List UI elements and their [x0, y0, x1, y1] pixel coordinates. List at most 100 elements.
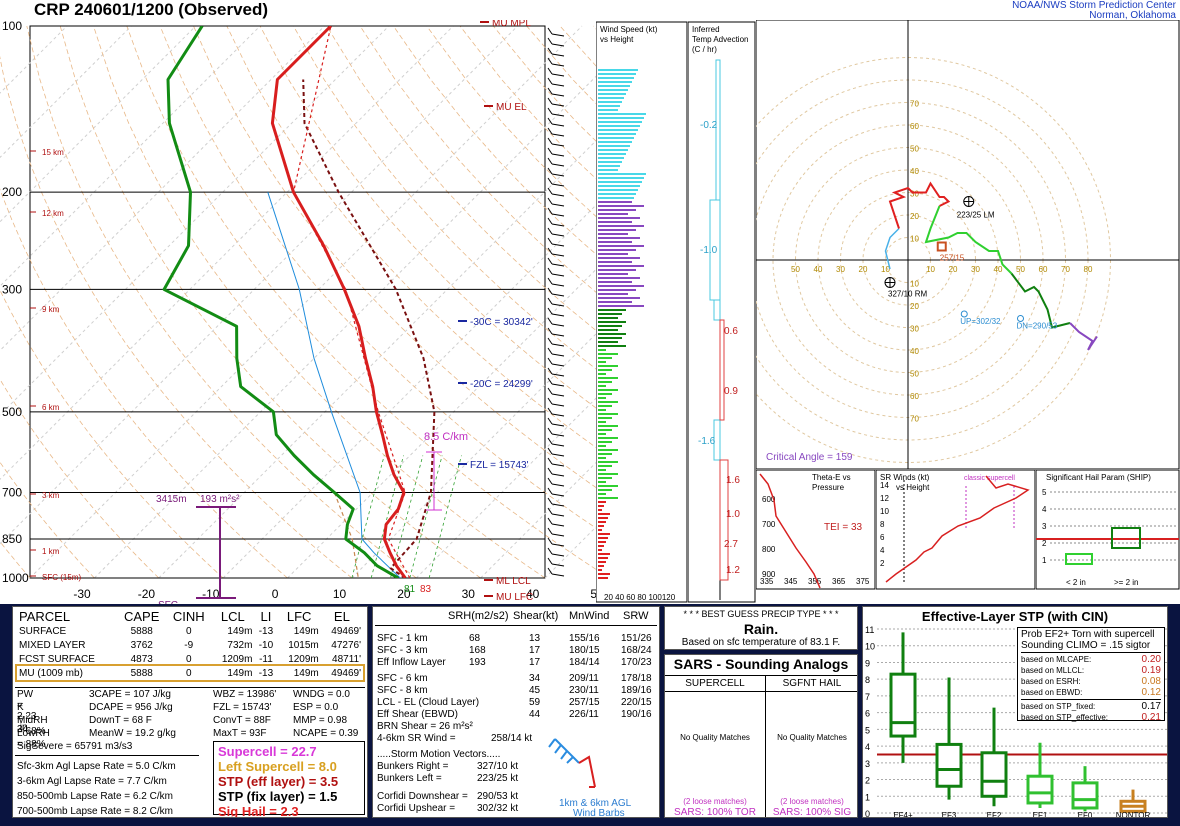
profiles-group	[162, 26, 436, 578]
wind-barb	[551, 463, 565, 467]
ship-ytick: 5	[1042, 488, 1047, 497]
divider	[375, 625, 657, 626]
srh-header: SRH(m2/s2)	[448, 610, 509, 622]
te-xtick: 375	[856, 577, 870, 586]
hodo-xlabel: 20	[859, 265, 868, 274]
divider	[665, 691, 857, 692]
table-row[interactable]: FCST SURFACE 4873 0 1209m -11 1209m 48711'	[17, 652, 363, 666]
composite-box: Supercell = 22.7 Left Supercell = 8.0 ST…	[213, 741, 365, 817]
wind-barb-flag	[547, 357, 553, 365]
wind-barb-flag	[547, 277, 553, 285]
kin-row-label: Eff Inflow Layer	[377, 657, 446, 668]
cell: 1015m	[288, 639, 319, 651]
cell: 49469'	[331, 667, 361, 679]
kin-cell: 220/15	[621, 697, 652, 708]
srw-title: SR Winds (kt)	[880, 473, 930, 482]
table-row[interactable]: SURFACE 5888 0 149m -13 149m 49469'	[17, 624, 363, 638]
table-row-selected[interactable]: MU (1009 mb) 5888 0 149m -13 149m 49469'	[15, 664, 365, 682]
wind-barb	[551, 453, 565, 457]
stp-box	[1026, 774, 1054, 805]
isotherm	[158, 140, 596, 579]
cell: 47276'	[331, 639, 361, 651]
cell: 3762	[130, 639, 153, 651]
parcel-header: PARCEL	[19, 609, 71, 624]
wind-barb-flag	[547, 127, 553, 135]
lapse-sfc3: Sfc-3km Agl Lapse Rate = 5.0 C/km	[17, 761, 176, 772]
dry-adiabat	[126, 25, 596, 570]
stp-based-label: based on STP_effective:	[1021, 713, 1109, 722]
sfc-label: SFC	[158, 600, 178, 604]
wind-barb	[551, 563, 565, 567]
barb-label1: 1km & 6km AGL	[559, 798, 632, 809]
wind-barb-flag	[547, 37, 553, 45]
parcel-panel: PARCEL CAPE CINH LCL LI LFC EL SURFACE 58…	[12, 606, 368, 818]
wind-barb-flag	[547, 347, 553, 355]
dry-adiabat	[326, 25, 596, 331]
stp-ytick: 10	[865, 642, 875, 652]
kin-row-label: SFC - 1 km	[377, 633, 428, 644]
isotherm	[0, 25, 518, 545]
stp-ytick: 9	[865, 658, 870, 668]
srw-note: classic supercell	[964, 475, 1015, 482]
pressure-tick: 850	[2, 532, 22, 546]
pressure-tick: 200	[2, 185, 22, 199]
kin-row-label: SFC - 3 km	[377, 645, 428, 656]
wind-barb-flag	[547, 517, 553, 525]
wind-barb	[551, 343, 565, 347]
parcel-table: PARCEL CAPE CINH LCL LI LFC EL SURFACE 58…	[15, 609, 365, 682]
stp-ytick: 6	[865, 709, 870, 719]
wind-speed-profile: Wind Speed (kt)vs Height 20 40 60 80 1001…	[596, 21, 688, 603]
dry-adiabat	[559, 25, 596, 67]
dry-adiabat	[259, 25, 596, 409]
supercell-comp: Supercell = 22.7	[218, 744, 317, 759]
wind-barb	[551, 543, 565, 547]
hodo-ylabel: 60	[910, 122, 919, 131]
hodo-xlabel: 60	[1039, 265, 1048, 274]
table-row[interactable]: MIXED LAYER 3762 -9 732m -10 1015m 47276'	[17, 638, 363, 652]
stp-prob2: Sounding CLIMO = .15 sigtor	[1021, 640, 1151, 651]
wind-barb-flag	[547, 367, 553, 375]
te-ytick: 900	[762, 570, 776, 579]
isotherm	[0, 25, 454, 480]
pressure-tick: 500	[2, 405, 22, 419]
level-label: MU EL	[496, 102, 527, 113]
el-header: EL	[333, 609, 350, 624]
wind-barb-flag	[547, 177, 553, 185]
wind-barb	[551, 193, 565, 197]
kin-cell: 13	[529, 633, 541, 644]
list-item: based on ESRH: 0.08	[1021, 676, 1161, 687]
ita-value: -0.2	[700, 120, 718, 131]
divider	[15, 687, 365, 688]
wind-barb-flag	[547, 97, 553, 105]
wind-barb-flag	[547, 57, 553, 65]
stp-panel: Effective-Layer STP (with CIN) 11 10 9 8 7 6 5…	[862, 606, 1168, 818]
stp-based-label: based on MLLCL:	[1021, 666, 1085, 675]
ship-ge: >= 2 in	[1114, 578, 1138, 587]
kin-row-label: SFC - 6 km	[377, 673, 428, 684]
hodo-xlabel: 50	[791, 265, 800, 274]
cell: -11	[259, 653, 273, 665]
mmp: MMP = 0.98	[293, 715, 348, 726]
stp-ytick: 8	[865, 675, 870, 685]
dry-adiabat	[193, 25, 596, 489]
wind-barb-flag	[547, 527, 553, 535]
3cape: 3CAPE = 107 J/kg	[89, 689, 171, 700]
virtual-temp-line	[292, 26, 411, 578]
mixing-ratio-line	[390, 455, 424, 579]
stp-box	[935, 742, 963, 788]
kin-cell: 190/16	[621, 709, 652, 720]
kin-cell: 34	[529, 673, 541, 684]
precip-panel: * * * BEST GUESS PRECIP TYPE * * * Rain.…	[664, 606, 858, 650]
plots-area: CRP 240601/1200 (Observed) NOAA/NWS Stor…	[0, 0, 1180, 604]
dry-adiabat	[159, 25, 596, 529]
wind-barb	[551, 63, 565, 67]
hodo-segment-9-12km	[1069, 322, 1098, 351]
cell: 0	[185, 653, 192, 665]
ship-box-ge	[1111, 527, 1141, 549]
hodo-xlabel: 10	[926, 265, 935, 274]
hodo-xlabel: 40	[814, 265, 823, 274]
stp-based-label: based on STP_fixed:	[1021, 702, 1096, 711]
stp-eff: STP (eff layer) = 3.5	[218, 774, 339, 789]
